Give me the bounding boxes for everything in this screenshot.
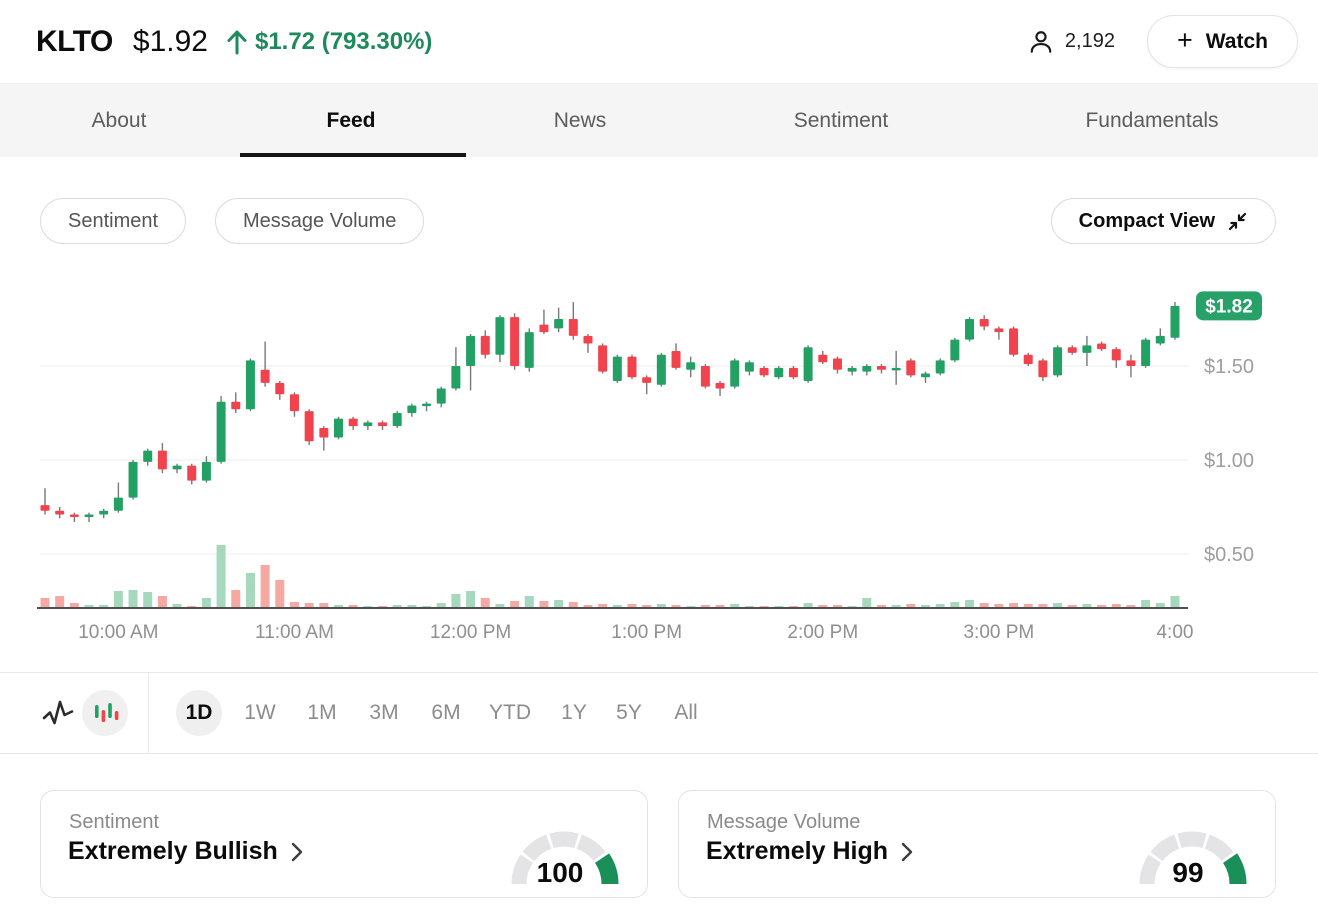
- tab-sentiment[interactable]: Sentiment: [793, 108, 889, 132]
- person-icon: [1028, 29, 1054, 55]
- range-ytd[interactable]: YTD: [489, 701, 531, 724]
- candlestick-chart-icon: [90, 698, 120, 728]
- watch-button-label: Watch: [1205, 29, 1268, 53]
- watch-button[interactable]: + Watch: [1146, 15, 1298, 68]
- range-1y[interactable]: 1Y: [561, 701, 587, 724]
- svg-text:1:00 PM: 1:00 PM: [611, 622, 682, 643]
- current-price: $1.92: [132, 24, 208, 58]
- compact-view-label: Compact View: [1078, 209, 1215, 232]
- svg-text:12:00 PM: 12:00 PM: [430, 622, 511, 643]
- svg-text:3:00 PM: 3:00 PM: [963, 622, 1034, 643]
- divider: [0, 672, 1318, 673]
- tab-news[interactable]: News: [553, 108, 607, 132]
- gridlines: [40, 365, 1188, 555]
- svg-text:2:00 PM: 2:00 PM: [787, 622, 858, 643]
- divider: [0, 753, 1318, 754]
- tab-bar: About Feed News Sentiment Fundamentals: [0, 84, 1318, 157]
- watcher-count: 2,192: [1028, 29, 1115, 55]
- sentiment-value-text: Extremely Bullish: [68, 837, 278, 865]
- x-axis-labels: 10:00 AM 11:00 AM 12:00 PM 1:00 PM 2:00 PM 3:…: [78, 622, 1193, 643]
- line-chart-type-button[interactable]: [38, 693, 78, 733]
- sentiment-card-label: Sentiment: [69, 811, 160, 833]
- plus-icon: +: [1176, 25, 1193, 55]
- sentiment-gauge: 100: [511, 831, 619, 888]
- ticker-symbol: KLTO: [36, 24, 113, 58]
- svg-text:99: 99: [1172, 857, 1203, 888]
- candles: [40, 302, 1180, 523]
- svg-text:$1.00: $1.00: [1204, 450, 1254, 472]
- candlestick-chart-type-button[interactable]: [82, 690, 128, 736]
- watcher-count-value: 2,192: [1064, 30, 1115, 52]
- active-tab-underline: [240, 153, 466, 157]
- compact-view-button[interactable]: Compact View: [1050, 198, 1276, 244]
- range-all[interactable]: All: [674, 701, 698, 724]
- svg-text:$1.82: $1.82: [1205, 296, 1253, 317]
- line-chart-icon: [41, 697, 75, 729]
- range-1m[interactable]: 1M: [307, 701, 337, 724]
- message-volume-overlay-pill[interactable]: Message Volume: [215, 198, 425, 244]
- chevron-right-icon: [901, 842, 913, 862]
- message-volume-gauge: 99: [1139, 831, 1247, 888]
- svg-text:100: 100: [537, 857, 584, 888]
- range-5y[interactable]: 5Y: [616, 701, 642, 724]
- sentiment-card-value[interactable]: Extremely Bullish: [68, 837, 303, 866]
- active-range-highlight: [176, 690, 222, 736]
- up-arrow-icon: [226, 28, 248, 55]
- message-volume-card-value[interactable]: Extremely High: [706, 837, 913, 866]
- price-change: $1.72 (793.30%): [254, 27, 433, 55]
- current-price-badge: $1.82: [1196, 291, 1262, 321]
- message-volume-card: Message Volume Extremely High 99: [678, 790, 1276, 898]
- sentiment-card: Sentiment Extremely Bullish 100: [40, 790, 648, 898]
- volume-bars: [40, 545, 1180, 608]
- range-1w[interactable]: 1W: [244, 701, 276, 724]
- message-volume-card-label: Message Volume: [707, 811, 861, 833]
- svg-text:$0.50: $0.50: [1204, 544, 1254, 566]
- svg-text:$1.50: $1.50: [1204, 356, 1254, 378]
- svg-text:10:00 AM: 10:00 AM: [78, 622, 158, 643]
- tab-about[interactable]: About: [91, 108, 147, 132]
- message-volume-value-text: Extremely High: [706, 837, 889, 865]
- collapse-icon: [1227, 211, 1248, 232]
- range-6m[interactable]: 6M: [431, 701, 461, 724]
- range-3m[interactable]: 3M: [369, 701, 399, 724]
- range-1d[interactable]: 1D: [185, 701, 213, 724]
- tab-feed[interactable]: Feed: [326, 108, 376, 132]
- y-axis-labels: $1.50 $1.00 $0.50: [1204, 356, 1254, 566]
- svg-text:4:00: 4:00: [1156, 622, 1193, 643]
- divider: [148, 673, 149, 753]
- svg-text:11:00 AM: 11:00 AM: [255, 622, 334, 643]
- tab-fundamentals[interactable]: Fundamentals: [1085, 108, 1219, 132]
- chevron-right-icon: [291, 842, 303, 862]
- sentiment-overlay-pill[interactable]: Sentiment: [40, 198, 187, 244]
- top-bar: KLTO $1.92 $1.72 (793.30%) 2,192 + Watch: [0, 0, 1318, 84]
